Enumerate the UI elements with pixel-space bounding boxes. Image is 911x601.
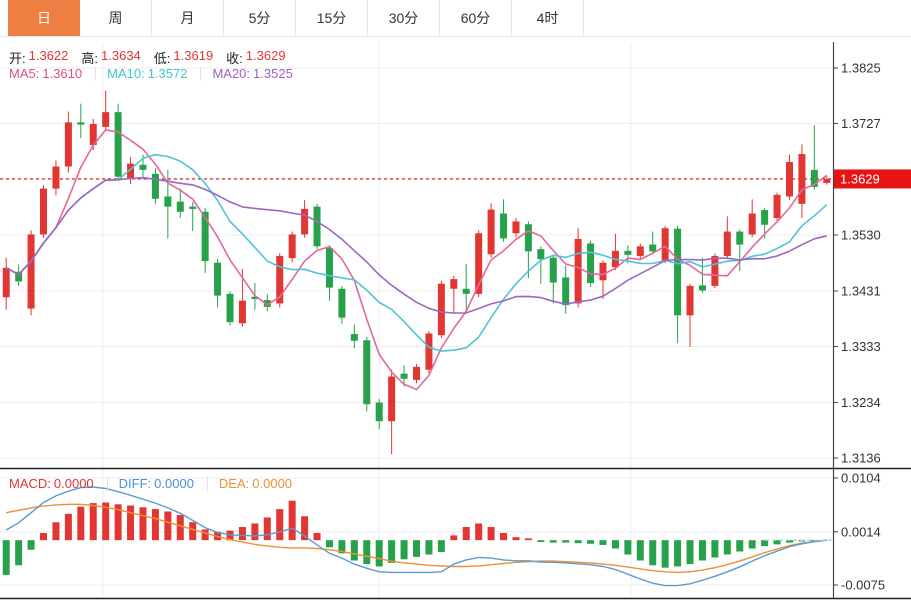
price-axis: 1.3825 1.3727 1.3530 1.3431 1.3333 1.3234 1.31… — [833, 61, 881, 466]
legend-value: 1.3622 — [28, 48, 69, 63]
legend-value: 1.3572 — [147, 66, 188, 81]
tab-60分[interactable]: 60分 — [440, 0, 512, 36]
legend-group: MA10: 1.3572 — [107, 66, 187, 81]
legend-group: MA20: 1.3525 — [212, 66, 292, 81]
legend-value: 1.3629 — [245, 48, 286, 63]
legend-divider — [206, 476, 208, 491]
dea-line — [6, 503, 827, 574]
legend-divider — [95, 66, 97, 81]
gridlines — [0, 42, 833, 598]
legend-group: 低: 1.3619 — [154, 48, 213, 67]
legend-group: DEA: 0.0000 — [219, 476, 292, 491]
legend-label: 收: — [226, 51, 243, 66]
price-tick-label: 1.3333 — [841, 339, 881, 354]
legend-value: 1.3525 — [253, 66, 293, 81]
price-tick-label: 1.3234 — [841, 395, 881, 410]
price-macd-chart[interactable]: 1.3825 1.3727 1.3530 1.3431 1.3333 1.3234 1.31… — [0, 37, 911, 601]
macd-histogram — [2, 500, 818, 575]
legend-value: 1.3634 — [101, 48, 141, 63]
tab-4时[interactable]: 4时 — [512, 0, 584, 36]
legend-label: MA5: — [9, 66, 40, 81]
legend-value: 0.0000 — [53, 476, 94, 491]
legend-group: DIFF: 0.0000 — [119, 476, 194, 491]
price-tick-label: 1.3727 — [841, 116, 881, 131]
diff-line — [5, 486, 827, 587]
chart-stage: 1.3825 1.3727 1.3530 1.3431 1.3333 1.3234 1.31… — [0, 37, 911, 601]
macd-tick-label: 0.0014 — [841, 524, 881, 539]
ma10-line — [5, 153, 828, 352]
current-price-tag: 1.3629 — [834, 169, 911, 189]
legend-divider — [106, 476, 108, 491]
legend-label: 低: — [153, 51, 171, 66]
legend-group: MACD: 0.0000 — [9, 476, 94, 491]
legend-label: MA20: — [212, 66, 251, 81]
legend-group: 高: 1.3634 — [81, 48, 140, 67]
tab-日[interactable]: 日 — [8, 0, 80, 36]
macd-legend: MACD: 0.0000 DIFF: 0.0000 DEA: 0.0000 — [9, 476, 305, 491]
price-tick-label: 1.3530 — [841, 227, 881, 242]
tab-15分[interactable]: 15分 — [296, 0, 368, 36]
legend-value: 0.0000 — [252, 476, 293, 491]
legend-group: 开: 1.3622 — [9, 48, 68, 67]
legend-value: 1.3619 — [173, 48, 214, 63]
legend-group: MA5: 1.3610 — [9, 66, 82, 81]
legend-label: 开: — [9, 51, 26, 66]
macd-tick-label: -0.0075 — [841, 578, 885, 593]
legend-group: 收: 1.3629 — [226, 48, 285, 67]
tab-30分[interactable]: 30分 — [368, 0, 440, 36]
candlestick-series — [2, 90, 831, 455]
legend-divider — [200, 66, 202, 81]
panel-borders — [0, 42, 911, 600]
current-price-label: 1.3629 — [840, 171, 880, 186]
timeframe-tabbar: 日周月 5分 15分 30分 60分 4时 — [0, 0, 911, 37]
legend-value: 0.0000 — [154, 476, 194, 491]
price-tick-label: 1.3136 — [841, 451, 881, 466]
legend-label: MA10: — [107, 66, 145, 81]
price-tick-label: 1.3431 — [841, 284, 881, 299]
legend-value: 1.3610 — [42, 66, 83, 81]
legend-label: MACD: — [9, 476, 51, 491]
macd-axis: 0.0104 0.0014 -0.0075 — [833, 471, 885, 593]
legend-label: DEA: — [218, 476, 250, 491]
legend-label: DIFF: — [118, 476, 152, 491]
tab-周[interactable]: 周 — [80, 0, 152, 36]
ma5-line — [5, 129, 828, 391]
tab-5分[interactable]: 5分 — [224, 0, 296, 36]
ma-legend: MA5: 1.3610 MA10: 1.3572 MA20: 1.3525 — [9, 66, 306, 81]
ma20-line — [5, 176, 827, 314]
price-tick-label: 1.3825 — [841, 61, 881, 76]
ohlc-readout: 开: 1.3622 高: 1.3634 低: 1.3619 收: 1.3629 — [9, 48, 299, 67]
legend-label: 高: — [81, 51, 99, 66]
tab-月[interactable]: 月 — [152, 0, 224, 36]
macd-tick-label: 0.0104 — [841, 471, 881, 486]
